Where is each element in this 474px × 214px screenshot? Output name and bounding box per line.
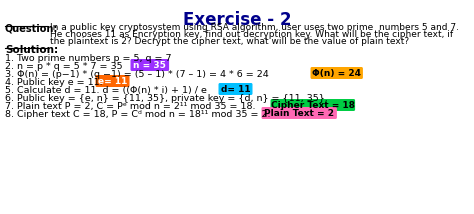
Text: 4. Public key e = 11.: 4. Public key e = 11. bbox=[5, 78, 103, 87]
Text: He chooses 11 as Encryption key, find out decryption key. What will be the ciphe: He chooses 11 as Encryption key, find ou… bbox=[50, 30, 453, 39]
FancyBboxPatch shape bbox=[262, 108, 336, 118]
Text: Plain Text = 2: Plain Text = 2 bbox=[264, 108, 334, 117]
Text: 2. n = p * q = 5 * 7 = 35: 2. n = p * q = 5 * 7 = 35 bbox=[5, 62, 123, 71]
FancyBboxPatch shape bbox=[271, 100, 355, 110]
Text: d= 11: d= 11 bbox=[221, 85, 250, 94]
FancyBboxPatch shape bbox=[131, 60, 168, 70]
Text: Cipher Text = 18: Cipher Text = 18 bbox=[271, 101, 355, 110]
Text: Question:: Question: bbox=[5, 23, 58, 33]
Text: Φ(n) = 24: Φ(n) = 24 bbox=[312, 68, 361, 77]
Text: e= 11: e= 11 bbox=[98, 76, 127, 86]
FancyBboxPatch shape bbox=[219, 84, 252, 94]
Text: 3. Φ(n) = (p−1) * (q −1) = (5 – 1) * (7 – 1) = 4 * 6 = 24: 3. Φ(n) = (p−1) * (q −1) = (5 – 1) * (7 … bbox=[5, 70, 269, 79]
Text: n = 35: n = 35 bbox=[133, 61, 166, 70]
Text: In a public key cryptosystem using RSA algorithm, user uses two prime  numbers 5: In a public key cryptosystem using RSA a… bbox=[50, 23, 459, 32]
Text: 6. Public key = {e, n} = {11, 35}, private key = {d, n} = {11, 35}.: 6. Public key = {e, n} = {11, 35}, priva… bbox=[5, 94, 328, 103]
Text: Exercise - 2: Exercise - 2 bbox=[183, 11, 291, 29]
FancyBboxPatch shape bbox=[311, 68, 362, 78]
Text: 1. Two prime numbers p = 5, q = 7: 1. Two prime numbers p = 5, q = 7 bbox=[5, 54, 172, 63]
Text: 7. Plain text P = 2, C = Pᵉ mod n = 2¹¹ mod 35 = 18.: 7. Plain text P = 2, C = Pᵉ mod n = 2¹¹ … bbox=[5, 102, 255, 111]
Text: 5. Calculate d = 11. d = ((Φ(n) * i) + 1) / e: 5. Calculate d = 11. d = ((Φ(n) * i) + 1… bbox=[5, 86, 207, 95]
FancyBboxPatch shape bbox=[96, 76, 129, 86]
Text: 8. Cipher text C = 18, P = Cᵈ mod n = 18¹¹ mod 35 = 2.: 8. Cipher text C = 18, P = Cᵈ mod n = 18… bbox=[5, 110, 271, 119]
Text: the plaintext is 2? Decrypt the cipher text, what will be the value of plain tex: the plaintext is 2? Decrypt the cipher t… bbox=[50, 37, 409, 46]
Text: Solution:: Solution: bbox=[5, 45, 58, 55]
